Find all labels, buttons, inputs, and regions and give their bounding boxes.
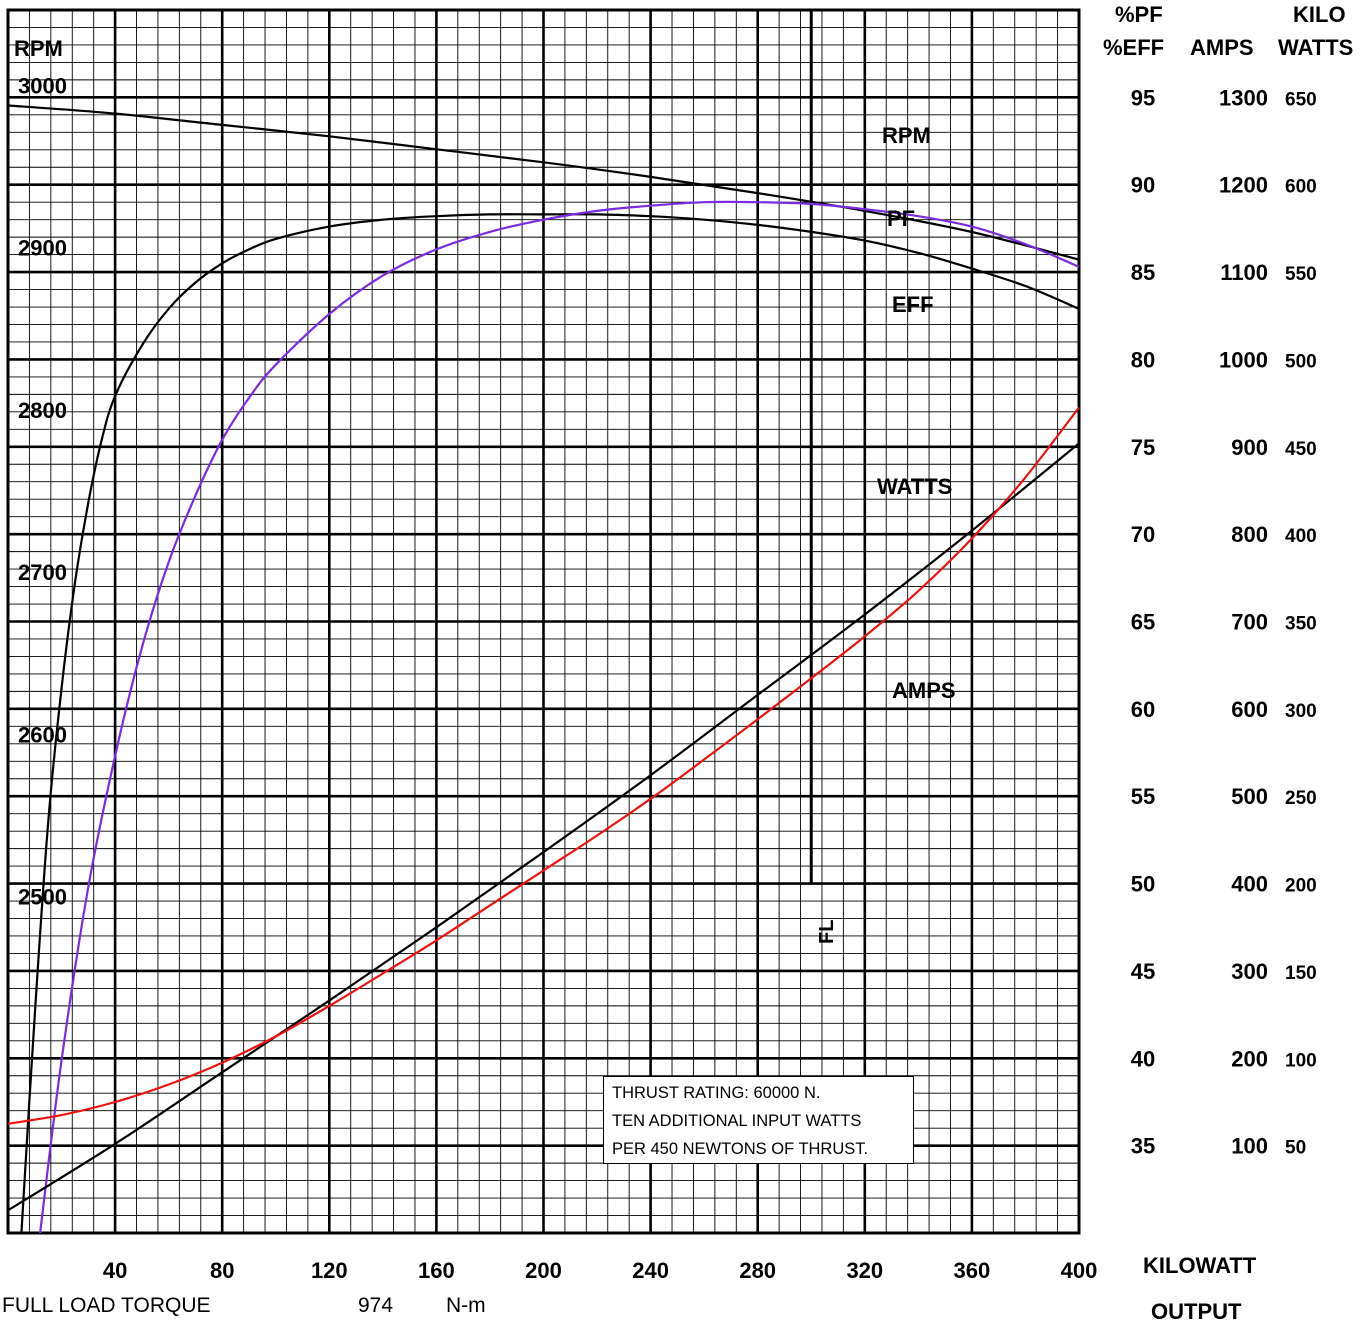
amps-tick-label: 800 (1231, 522, 1268, 547)
watts-axis-title: WATTS (1278, 35, 1353, 60)
curve-label-pf: PF (887, 206, 915, 231)
eff-axis-title: %EFF (1103, 35, 1164, 60)
pf-axis-title: %PF (1115, 2, 1163, 27)
series-line-watts (8, 442, 1079, 1212)
curves (8, 104, 1079, 1233)
amps-tick-label: 200 (1231, 1046, 1268, 1071)
plot-border (6, 8, 1081, 1235)
amps-tick-label: 400 (1231, 872, 1268, 897)
x-tick-label: 240 (632, 1258, 669, 1283)
pf-eff-tick-label: 90 (1131, 173, 1155, 198)
thrust-note-line-3: PER 450 NEWTONS OF THRUST. (612, 1140, 869, 1158)
pf-eff-tick-label: 50 (1131, 872, 1155, 897)
curve-label-eff: EFF (892, 292, 934, 317)
x-tick-label: 40 (103, 1258, 127, 1283)
kilowatts-tick-label: 400 (1285, 526, 1317, 547)
x-axis-title-line2: OUTPUT (1151, 1299, 1242, 1324)
series-line-rpm (8, 104, 1079, 261)
amps-tick-label: 600 (1231, 697, 1268, 722)
series-line-pf (20, 213, 1079, 1233)
rpm-tick-label: 3000 (18, 73, 67, 98)
kilowatts-tick-label: 650 (1285, 89, 1317, 110)
kilowatts-tick-label: 350 (1285, 614, 1317, 635)
pf-eff-tick-label: 45 (1131, 959, 1155, 984)
kilowatts-tick-label: 300 (1285, 701, 1317, 722)
pf-eff-tick-label: 65 (1131, 610, 1155, 635)
amps-tick-label: 900 (1231, 435, 1268, 460)
rpm-tick-label: 2900 (18, 236, 67, 261)
kilowatts-tick-label: 500 (1285, 351, 1317, 372)
full-load-torque-unit: N-m (446, 1294, 486, 1317)
x-tick-label: 280 (739, 1258, 776, 1283)
amps-tick-label: 1100 (1220, 260, 1268, 285)
kilowatts-tick-label: 600 (1285, 177, 1317, 198)
pf-eff-tick-label: 75 (1131, 435, 1155, 460)
full-load-torque-label: FULL LOAD TORQUE (2, 1294, 211, 1317)
kilowatts-tick-label: 50 (1285, 1138, 1306, 1159)
rpm-tick-label: 2600 (18, 722, 67, 747)
kilowatts-tick-label: 200 (1285, 876, 1317, 897)
pf-eff-tick-label: 70 (1131, 522, 1155, 547)
kilo-axis-title: KILO (1293, 2, 1346, 27)
rpm-tick-label: 2500 (18, 885, 67, 910)
amps-tick-label: 300 (1231, 959, 1268, 984)
series-line-amps (8, 406, 1079, 1125)
rpm-tick-label: 2700 (18, 560, 67, 585)
full-load-torque-value: 974 (358, 1294, 394, 1317)
pf-eff-tick-label: 60 (1131, 697, 1155, 722)
kilowatts-tick-label: 450 (1285, 439, 1317, 460)
labels: 40 80 120 160 200 240 280 320 360 400 RPM 3000 290… (14, 2, 1353, 1324)
curve-label-watts: WATTS (877, 474, 952, 499)
amps-tick-label: 500 (1231, 784, 1268, 809)
pf-eff-tick-label: 85 (1131, 260, 1155, 285)
amps-axis-title: AMPS (1190, 35, 1254, 60)
kilowatts-tick-label: 250 (1285, 788, 1317, 809)
grid-major (6, 8, 1081, 1235)
pf-eff-tick-label: 95 (1131, 85, 1155, 110)
thrust-note-line-1: THRUST RATING: 60000 N. (612, 1084, 821, 1102)
left-tick-labels: 3000 2900 2800 2700 2600 2500 (18, 73, 67, 909)
curve-label-rpm: RPM (882, 123, 931, 148)
thrust-note-box: THRUST RATING: 60000 N. TEN ADDITIONAL I… (603, 1076, 914, 1164)
amps-tick-label: 700 (1231, 610, 1268, 635)
amps-tick-label: 1000 (1219, 347, 1268, 372)
amps-tick-label: 1300 (1219, 85, 1268, 110)
x-tick-label: 320 (846, 1258, 883, 1283)
x-tick-labels: 40 80 120 160 200 240 280 320 360 400 (103, 1258, 1098, 1283)
curve-label-amps: AMPS (892, 678, 956, 703)
x-tick-label: 360 (954, 1258, 991, 1283)
x-tick-label: 80 (210, 1258, 234, 1283)
series-line-eff (39, 200, 1079, 1233)
pf-eff-tick-label: 40 (1131, 1046, 1155, 1071)
kilowatts-tick-label: 100 (1285, 1050, 1317, 1071)
right-tick-labels: 95 1300 650 90 1200 600 85 1100 550 80 1000 500 75 90… (1131, 85, 1317, 1158)
x-tick-label: 200 (525, 1258, 562, 1283)
x-tick-label: 160 (418, 1258, 455, 1283)
kilowatts-tick-label: 550 (1285, 264, 1317, 285)
x-axis-title-line1: KILOWATT (1143, 1253, 1257, 1278)
thrust-note-line-2: TEN ADDITIONAL INPUT WATTS (612, 1112, 862, 1130)
amps-tick-label: 1200 (1219, 173, 1268, 198)
pf-eff-tick-label: 35 (1131, 1134, 1155, 1159)
x-tick-label: 400 (1061, 1258, 1098, 1283)
kilowatts-tick-label: 150 (1285, 963, 1317, 984)
x-tick-label: 120 (311, 1258, 348, 1283)
pf-eff-tick-label: 80 (1131, 347, 1155, 372)
left-axis-title: RPM (14, 36, 63, 61)
rpm-tick-label: 2800 (18, 398, 67, 423)
amps-tick-label: 100 (1231, 1134, 1268, 1159)
pf-eff-tick-label: 55 (1131, 784, 1155, 809)
full-load-label: FL (816, 920, 838, 944)
